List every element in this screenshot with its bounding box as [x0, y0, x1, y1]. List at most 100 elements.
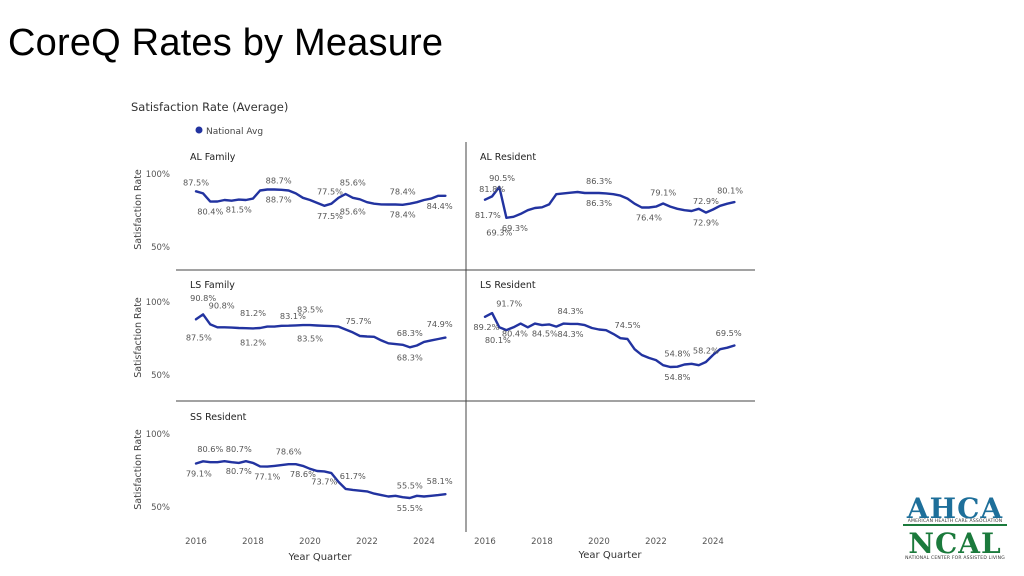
series-line-ls-family: [194, 313, 447, 349]
data-label: 80.7%: [226, 444, 252, 454]
data-label: 85.6%: [340, 177, 366, 187]
ncal-logo-subtitle: NATIONAL CENTER FOR ASSISTED LIVING: [905, 556, 1005, 561]
data-label: 74.5%: [614, 320, 640, 330]
data-label: 87.5%: [183, 177, 209, 187]
data-label: 87.5%: [186, 332, 212, 342]
data-label: 55.5%: [397, 503, 423, 513]
x-tick-label: 2022: [645, 537, 667, 547]
x-tick-label: 2016: [474, 537, 496, 547]
data-label: 68.3%: [397, 328, 423, 338]
data-label: 85.6%: [340, 206, 366, 216]
data-label: 80.1%: [485, 335, 511, 345]
y-tick-label: 50%: [151, 503, 170, 513]
legend-marker: [195, 126, 203, 134]
slide-title: CoreQ Rates by Measure: [8, 22, 444, 64]
data-label: 80.7%: [226, 466, 252, 476]
ahca-logo: AHCA: [906, 492, 1004, 525]
data-label: 69.3%: [502, 223, 528, 233]
data-label: 81.2%: [240, 337, 266, 347]
data-label: 83.5%: [297, 334, 323, 344]
x-tick-label: 2024: [413, 537, 435, 547]
y-axis-title: Satisfaction Rate: [133, 297, 144, 378]
series-line-al-family: [194, 188, 447, 207]
data-label: 54.8%: [664, 372, 690, 382]
x-axis-title: Year Quarter: [578, 550, 643, 561]
data-label: 80.6%: [197, 444, 223, 454]
data-label: 84.3%: [557, 306, 583, 316]
panel-title-ls-resident: LS Resident: [480, 280, 536, 291]
chart-title: Satisfaction Rate (Average): [131, 100, 288, 114]
panel-title-ls-family: LS Family: [190, 280, 235, 291]
panel-title-al-family: AL Family: [190, 152, 236, 163]
panel-title-al-resident: AL Resident: [480, 152, 536, 163]
data-label: 88.7%: [266, 175, 292, 185]
data-label: 80.4%: [197, 207, 223, 217]
data-label: 88.7%: [266, 194, 292, 204]
data-label: 61.7%: [340, 471, 366, 481]
data-label: 91.7%: [496, 299, 522, 309]
x-tick-label: 2018: [531, 537, 553, 547]
x-tick-label: 2022: [356, 537, 378, 547]
data-label: 90.8%: [209, 300, 235, 310]
data-label: 78.4%: [390, 187, 416, 197]
data-label: 76.4%: [636, 212, 662, 222]
data-label: 78.6%: [276, 447, 302, 457]
data-label: 80.1%: [717, 185, 743, 195]
data-label: 74.9%: [427, 319, 453, 329]
data-label: 68.3%: [397, 352, 423, 362]
y-tick-label: 50%: [151, 371, 170, 381]
data-label: 84.4%: [427, 201, 453, 211]
series-line-al-resident: [483, 185, 736, 219]
ncal-logo: NCAL: [908, 527, 1002, 560]
data-label: 79.1%: [186, 469, 212, 479]
data-label: 69.3%: [486, 228, 512, 238]
data-label: 90.5%: [489, 173, 515, 183]
data-label: 54.8%: [664, 348, 690, 358]
data-label: 72.9%: [693, 196, 719, 206]
data-label: 75.7%: [345, 316, 371, 326]
x-tick-label: 2016: [185, 537, 207, 547]
data-label: 55.5%: [397, 480, 423, 490]
y-tick-label: 50%: [151, 243, 170, 253]
data-label: 77.5%: [317, 211, 343, 221]
data-label: 83.1%: [280, 311, 306, 321]
data-label: 81.8%: [479, 184, 505, 194]
data-label: 90.8%: [190, 293, 216, 303]
data-label: 83.5%: [297, 305, 323, 315]
data-label: 78.4%: [390, 210, 416, 220]
data-label: 86.3%: [586, 176, 612, 186]
series-line-ls-resident: [483, 311, 736, 369]
ahca-logo-subtitle: AMERICAN HEALTH CARE ASSOCIATION: [907, 519, 1003, 524]
series-line-ss-resident: [194, 460, 447, 500]
logo-divider: [903, 524, 1007, 526]
data-label: 84.3%: [557, 329, 583, 339]
legend-label: National Avg: [206, 127, 263, 137]
x-tick-label: 2024: [702, 537, 724, 547]
data-label: 77.5%: [317, 187, 343, 197]
x-axis-title: Year Quarter: [288, 552, 353, 563]
y-tick-label: 100%: [146, 170, 170, 180]
x-tick-label: 2020: [588, 537, 610, 547]
panel-title-ss-resident: SS Resident: [190, 412, 247, 423]
data-label: 73.7%: [311, 476, 337, 486]
data-label: 81.7%: [475, 210, 501, 220]
y-tick-label: 100%: [146, 298, 170, 308]
data-label: 86.3%: [586, 198, 612, 208]
data-label: 72.9%: [693, 218, 719, 228]
data-label: 58.1%: [427, 476, 453, 486]
data-label: 89.2%: [473, 322, 499, 332]
y-axis-title: Satisfaction Rate: [133, 429, 144, 510]
data-label: 78.6%: [290, 469, 316, 479]
data-label: 80.4%: [502, 329, 528, 339]
y-tick-label: 100%: [146, 430, 170, 440]
x-tick-label: 2020: [299, 537, 321, 547]
data-label: 79.1%: [650, 187, 676, 197]
data-label: 84.5%: [532, 329, 558, 339]
data-label: 69.5%: [716, 328, 742, 338]
x-tick-label: 2018: [242, 537, 264, 547]
data-label: 77.1%: [254, 471, 280, 481]
data-label: 58.2%: [693, 345, 719, 355]
y-axis-title: Satisfaction Rate: [133, 169, 144, 250]
data-label: 81.2%: [240, 308, 266, 318]
